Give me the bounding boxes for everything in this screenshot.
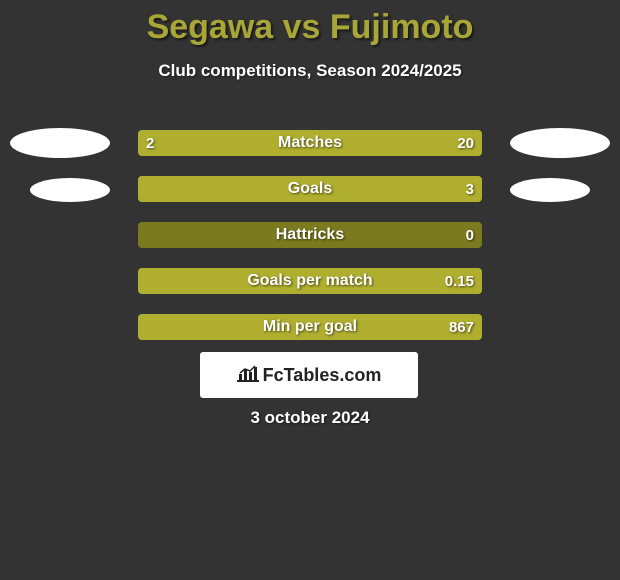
stat-bar-right-fill [138, 268, 482, 294]
infographic-root: Segawa vs Fujimoto Club competitions, Se… [0, 0, 620, 580]
logo-text: FcTables.com [237, 364, 382, 387]
player-right-mark [510, 178, 590, 202]
stat-bar: 867Min per goal [138, 314, 482, 340]
logo-label: FcTables.com [263, 365, 382, 386]
chart-icon [237, 364, 259, 387]
stat-bar: 0.15Goals per match [138, 268, 482, 294]
stat-row: 3Goals [0, 166, 620, 212]
stat-row: 220Matches [0, 120, 620, 166]
stat-bar: 0Hattricks [138, 222, 482, 248]
player-left-mark [10, 128, 110, 158]
stat-row: 0.15Goals per match [0, 258, 620, 304]
player-left-mark [30, 178, 110, 202]
stat-row: 867Min per goal [0, 304, 620, 350]
stat-row: 0Hattricks [0, 212, 620, 258]
stat-bar-right-fill [138, 314, 482, 340]
stat-bar-right-fill [169, 130, 482, 156]
subtitle: Club competitions, Season 2024/2025 [0, 61, 620, 81]
stat-bar: 220Matches [138, 130, 482, 156]
stat-bar-right-fill [138, 176, 482, 202]
page-title: Segawa vs Fujimoto [0, 0, 620, 47]
stat-right-value: 0 [466, 222, 474, 248]
player-right-mark [510, 128, 610, 158]
stat-bar: 3Goals [138, 176, 482, 202]
stat-label: Hattricks [138, 222, 482, 248]
date-stamp: 3 october 2024 [0, 408, 620, 428]
stat-rows: 220Matches 3Goals 0Hattricks 0.15Goals per … [0, 120, 620, 350]
stat-bar-left-fill [138, 130, 169, 156]
fctables-logo[interactable]: FcTables.com [200, 352, 418, 398]
